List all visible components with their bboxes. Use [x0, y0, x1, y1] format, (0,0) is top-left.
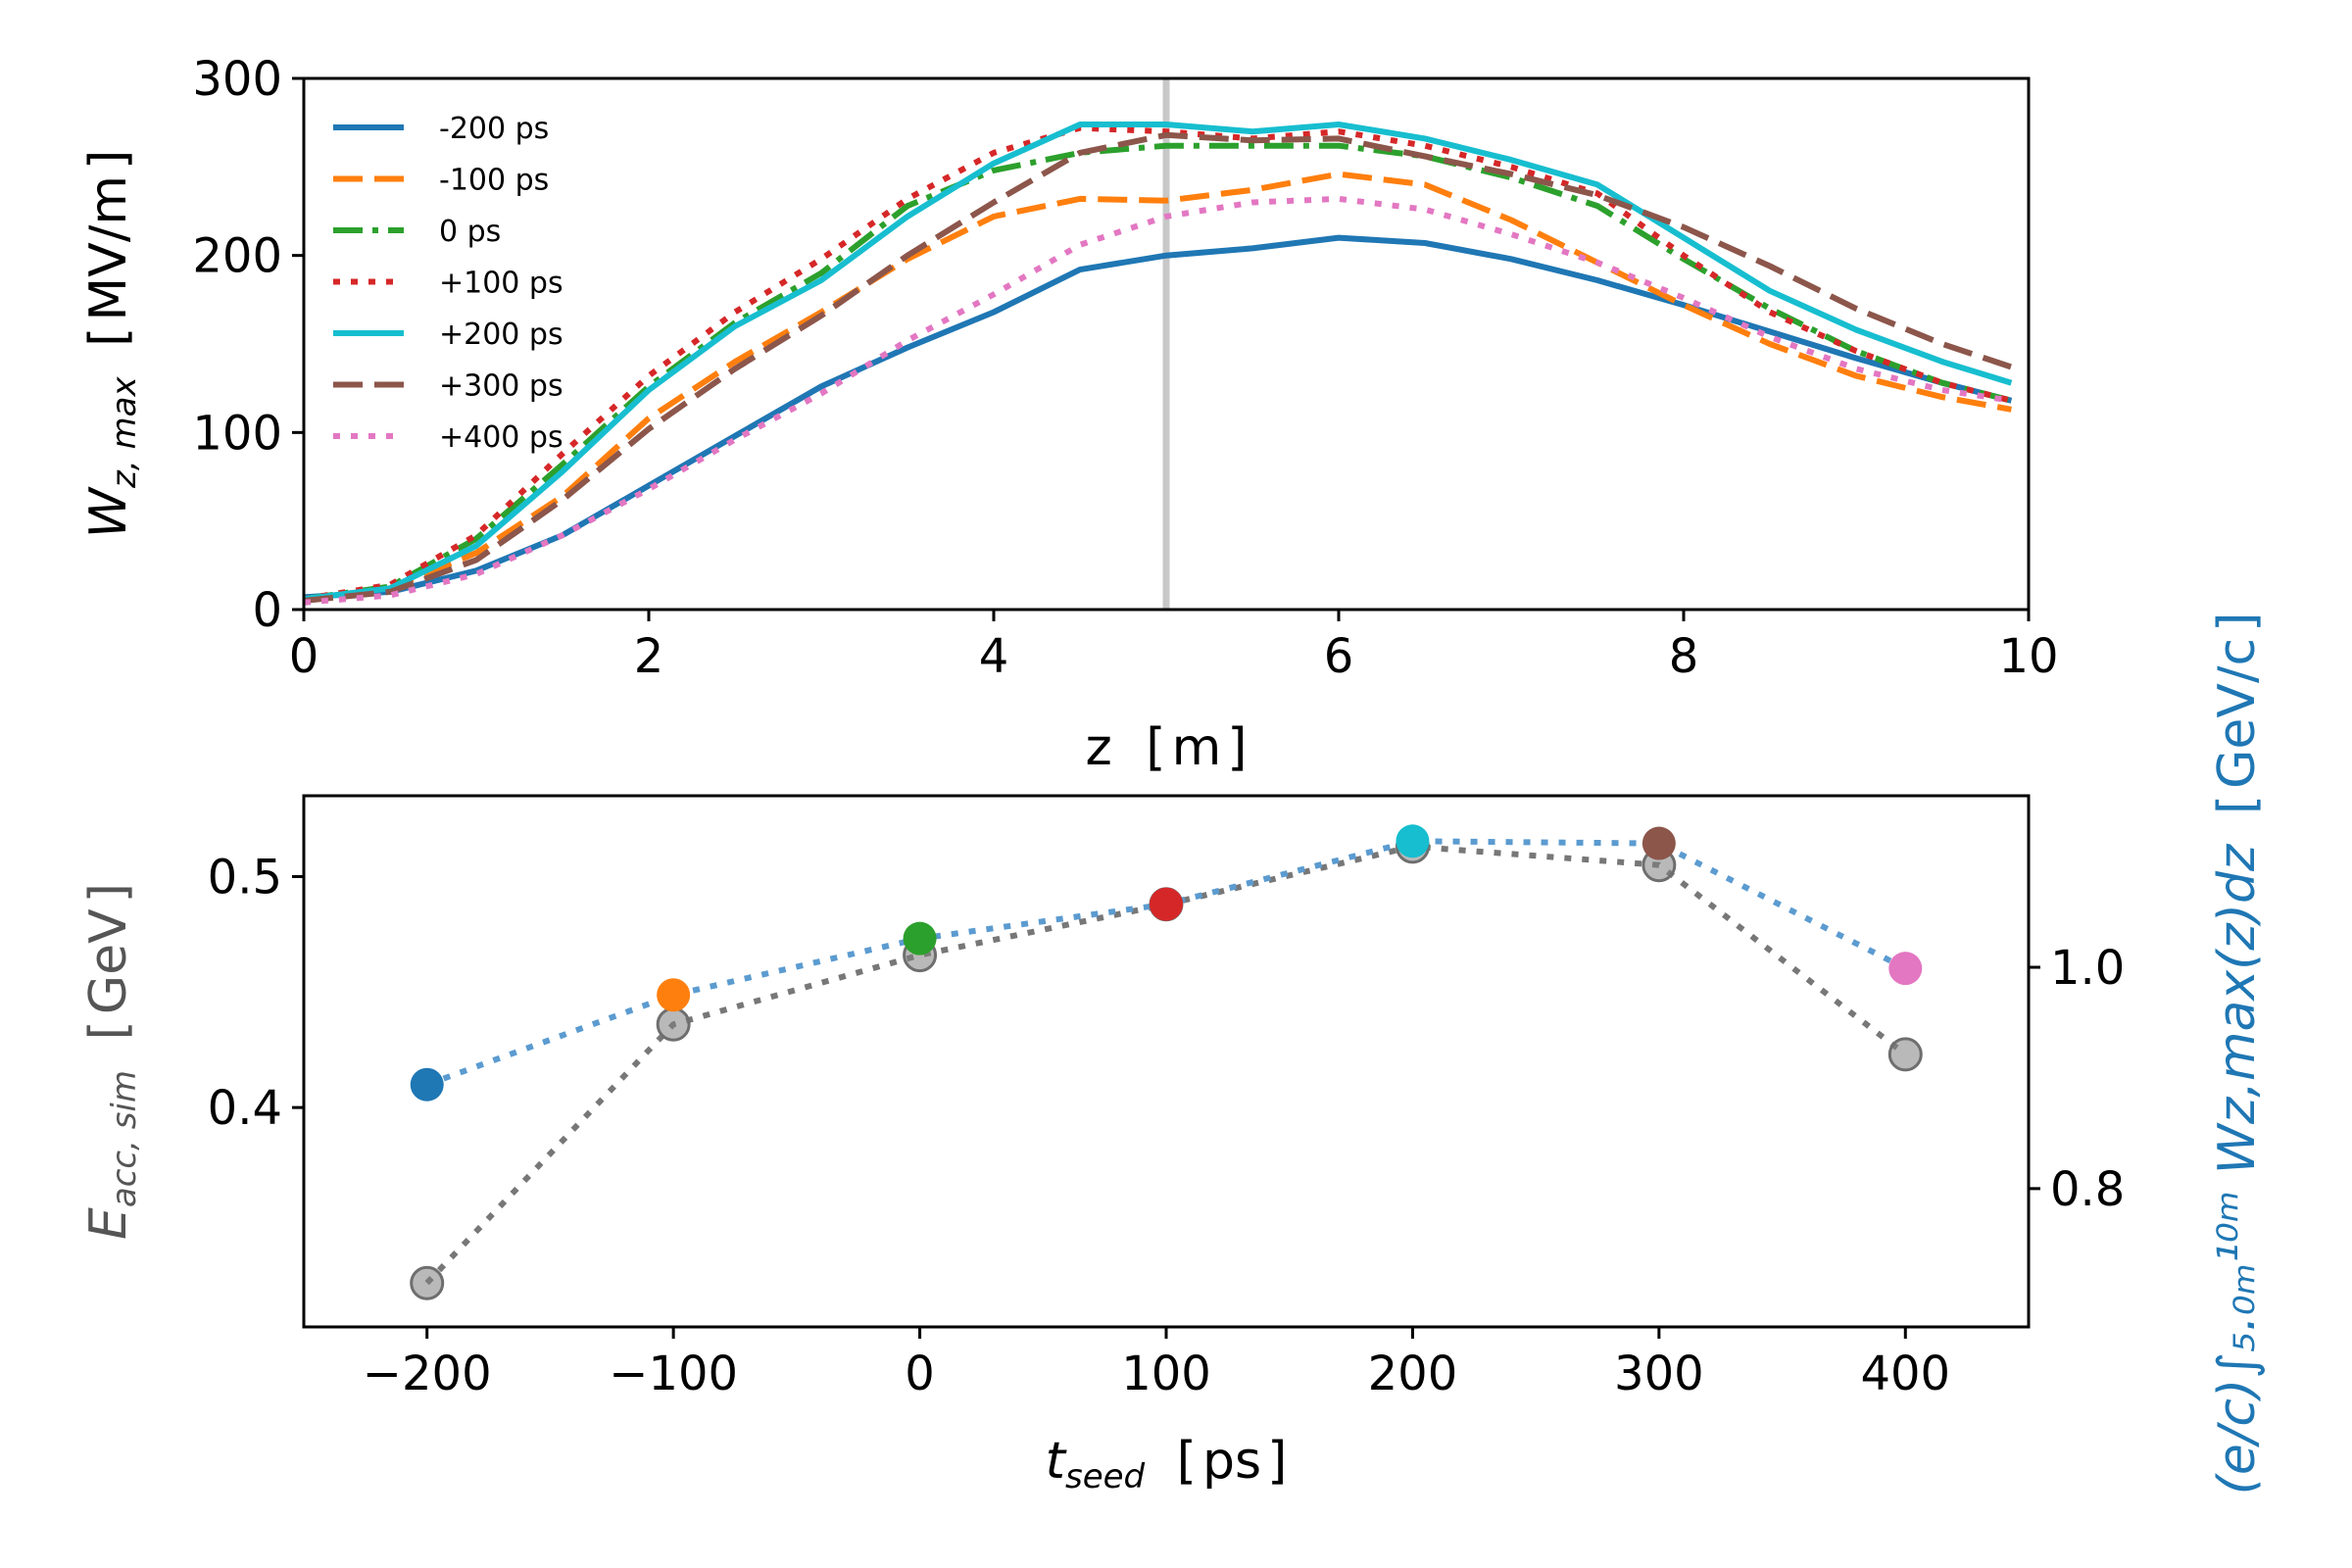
bottom-xlabel: tseed [ps]: [1046, 1432, 1288, 1500]
top-xtick-label: 2: [634, 629, 664, 684]
gray-point-0: [410, 1265, 445, 1300]
bottom-left-ytick-label: 0.5: [208, 850, 282, 905]
top-ylabel-main: W: [79, 485, 138, 538]
bottom-xtick-label: 0: [905, 1347, 935, 1401]
top-ytick-label: 0: [252, 583, 282, 638]
top-xlabel-unit: m: [1172, 718, 1222, 777]
bottom-xlabel-main: t: [1046, 1432, 1067, 1491]
top-xlabel-main: z: [1085, 718, 1111, 777]
bottom-xtick-label: −100: [609, 1347, 738, 1401]
bottom-xtick-label: 100: [1121, 1347, 1211, 1401]
top-plot-frame: [302, 76, 2031, 612]
bottom-points-group: [410, 824, 1923, 1300]
top-xtick-label: 6: [1324, 629, 1354, 684]
color-point-6: [1888, 952, 1923, 986]
top-ylabel-bracket-close: ]: [79, 150, 138, 170]
top-series-group: [303, 122, 2013, 606]
bottom-xlabel-bracket-open: [: [1177, 1432, 1197, 1491]
series-line-5: [303, 131, 2013, 604]
bottom-right-ytick-label: 1.0: [2050, 941, 2125, 996]
bottom-ylabel-left-bracket-close: ]: [79, 883, 138, 903]
top-ylabel-sub: z, max: [105, 376, 144, 489]
top-ytick-label: 200: [192, 229, 282, 284]
legend: -200 ps -100 ps 0 ps +100 ps +200 ps +300 ps +…: [333, 112, 564, 455]
bottom-ticks-group: −200 −100 0 100 200 300 400 0.4 0.5 0.8 1.0: [208, 850, 2126, 1401]
bottom-xlabel-unit: ps: [1202, 1432, 1261, 1491]
color-point-1: [657, 978, 691, 1012]
bottom-ylabel-right: (e/c)∫₅.₀ₘ¹⁰ᵐ Wz,max(z)dz [ GeV/c]: [2208, 612, 2267, 1495]
legend-label-5: +300 ps: [439, 369, 564, 404]
top-ytick-label: 300: [192, 52, 282, 107]
bottom-plot-frame: [302, 794, 2031, 1329]
gray-point-6: [1887, 1037, 1923, 1072]
series-line-6: [303, 195, 2012, 606]
top-ylabel: Wz, max [ MV/m]: [79, 150, 148, 539]
top-xtick-label: 4: [979, 629, 1009, 684]
legend-label-2: 0 ps: [439, 215, 501, 249]
bottom-ylabel-left: Eacc, sim [ GeV]: [79, 883, 148, 1240]
bottom-xtick-label: 300: [1614, 1347, 1704, 1401]
series-line-3: [303, 124, 2013, 603]
bottom-xtick-label: −200: [363, 1347, 492, 1401]
bottom-ylabel-left-bracket-open: [: [79, 1020, 138, 1040]
series-line-4: [303, 122, 2013, 603]
legend-label-1: -100 ps: [439, 164, 549, 198]
color-point-2: [903, 921, 937, 956]
color-point-3: [1150, 887, 1183, 921]
top-xtick-label: 0: [289, 629, 319, 684]
bottom-xtick-label: 400: [1860, 1347, 1950, 1401]
bottom-ylabel-right-bracket-open: [: [2208, 795, 2267, 814]
top-xlabel-bracket-open: [: [1146, 718, 1165, 777]
legend-label-0: -200 ps: [439, 112, 549, 146]
color-point-5: [1642, 826, 1676, 860]
bottom-xtick-label: 200: [1368, 1347, 1458, 1401]
legend-label-4: +200 ps: [439, 318, 564, 352]
top-xtick-label: 10: [1998, 629, 2058, 684]
bottom-ylabel-left-sub: acc, sim: [105, 1070, 144, 1207]
legend-label-6: +400 ps: [439, 420, 564, 455]
top-xtick-label: 8: [1669, 629, 1699, 684]
top-xlabel-bracket-close: ]: [1227, 718, 1247, 777]
bottom-ylabel-right-unit: GeV/c: [2208, 638, 2267, 789]
top-xlabel: z [m]: [1085, 718, 1247, 777]
bottom-xlabel-sub: seed: [1065, 1457, 1146, 1496]
color-point-0: [410, 1067, 444, 1102]
top-ylabel-bracket-open: [: [79, 327, 138, 347]
bottom-ylabel-left-main: E: [79, 1207, 138, 1240]
legend-label-3: +100 ps: [439, 267, 564, 301]
color-point-4: [1396, 824, 1430, 858]
top-ytick-label: 100: [192, 406, 282, 461]
top-ylabel-unit: MV/m: [79, 175, 138, 321]
bottom-ylabel-right-bracket-close: ]: [2208, 612, 2267, 632]
bottom-left-ytick-label: 0.4: [208, 1081, 282, 1136]
gray-point-1: [656, 1006, 691, 1042]
bottom-ylabel-right-text: (e/c)∫₅.₀ₘ¹⁰ᵐ Wz,max(z)dz: [2208, 843, 2267, 1494]
bottom-ylabel-left-unit: GeV: [79, 908, 138, 1014]
bottom-xlabel-bracket-close: ]: [1267, 1432, 1287, 1491]
series-line-1: [303, 171, 2012, 603]
bottom-right-ytick-label: 0.8: [2050, 1162, 2125, 1217]
